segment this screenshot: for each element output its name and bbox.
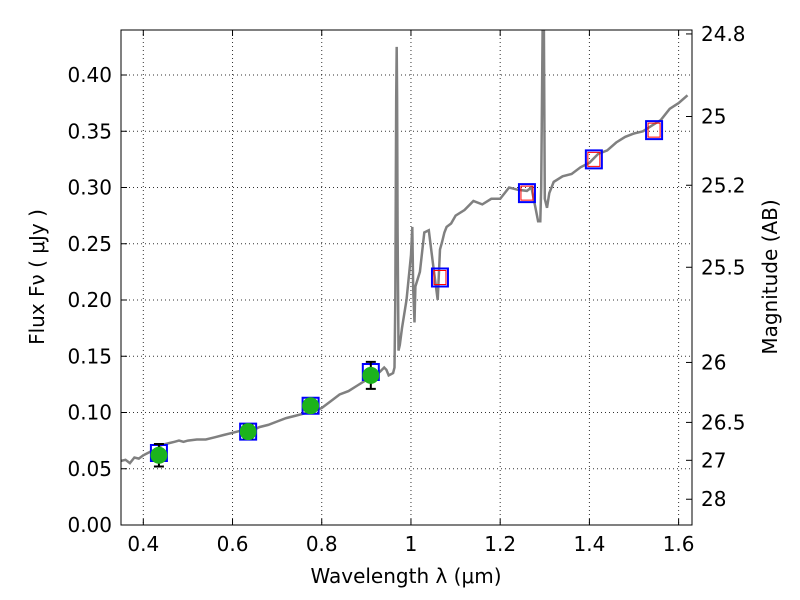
axis-ticks [121,30,692,526]
y-axis-right-label: Magnitude (AB) [758,199,782,354]
x-tick-label: 0.8 [306,532,338,556]
x-tick-label: 0.6 [217,532,249,556]
right-tick-label: 25.5 [701,255,746,279]
plot-frame [120,29,693,526]
predicted-photometry-square [517,183,536,204]
y-tick-label: 0.10 [67,401,112,425]
x-axis-label: Wavelength λ (μm) [310,564,501,588]
observed-photometry-point [150,446,168,464]
y-tick-label: 0.25 [67,232,112,256]
predicted-photometry-inner [647,122,661,138]
x-tick-label: 1.4 [573,532,605,556]
y-tick-label: 0.15 [67,344,112,368]
y-axis-label: Flux Fν ( μJy ) [25,209,49,345]
right-tick-label: 25 [701,105,726,129]
y-tick-label: 0.30 [67,176,112,200]
predicted-photometry-inner [433,270,447,285]
predicted-photometry-inner [587,151,601,167]
y-tick-label: 0.05 [67,457,112,481]
photometry-markers [149,120,664,468]
x-tick-label: 1.2 [484,532,516,556]
right-tick-label: 28 [701,487,726,511]
y-tick-label: 0.00 [67,513,112,537]
right-tick-label: 27 [701,448,726,472]
spectrum-line [121,30,689,465]
y-tick-label: 0.20 [67,288,112,312]
right-tick-label: 25.2 [701,173,746,197]
observed-photometry-point [362,366,380,384]
grid-lines [121,30,692,525]
predicted-photometry-square [430,267,449,288]
tick-labels: 0.4 0.6 0.8 1 1.2 1.4 1.6 0.00 0.05 0.10 0.15 0.20 0… [67,22,745,556]
model-spectrum [121,30,689,465]
x-tick-label: 0.4 [127,532,159,556]
predicted-photometry-square [645,120,664,141]
right-tick-label: 26 [701,350,726,374]
right-tick-label: 26.5 [701,410,746,434]
x-tick-label: 1 [405,532,418,556]
observed-photometry-point [302,397,320,415]
predicted-photometry-square [584,149,603,170]
predicted-photometry-inner [520,185,534,201]
y-tick-label: 0.40 [67,63,112,87]
x-tick-label: 1.6 [663,532,695,556]
y-tick-label: 0.35 [67,119,112,143]
observed-photometry-point [239,423,257,441]
right-tick-label: 24.8 [701,22,746,46]
